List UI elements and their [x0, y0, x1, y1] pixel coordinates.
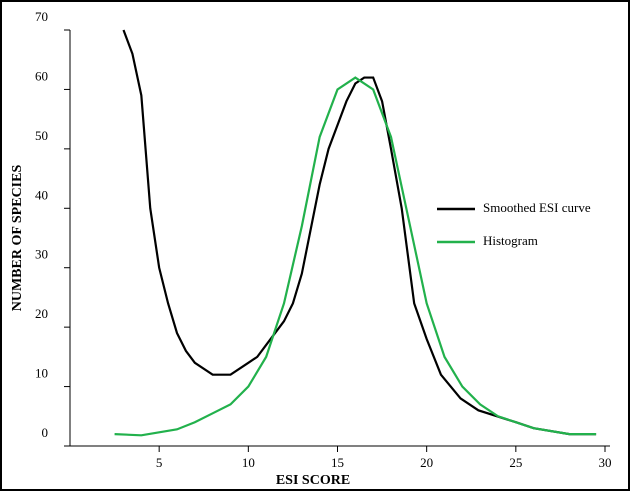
- y-tick-label: 30: [35, 247, 48, 262]
- x-tick-label: 25: [509, 455, 522, 470]
- legend-label: Smoothed ESI curve: [483, 200, 591, 215]
- x-tick-label: 5: [156, 455, 163, 470]
- x-axis-label: ESI SCORE: [276, 473, 350, 488]
- legend-label: Histogram: [483, 233, 538, 248]
- x-tick-label: 30: [599, 455, 612, 470]
- y-tick-label: 60: [35, 68, 48, 83]
- series-line: [114, 76, 597, 437]
- y-tick-label: 10: [35, 366, 48, 381]
- y-axis-label: NUMBER OF SPECIES: [10, 165, 25, 312]
- y-tick-label: 0: [42, 425, 49, 440]
- y-tick-label: 70: [35, 9, 48, 24]
- x-tick-label: 10: [242, 455, 255, 470]
- x-tick-label: 20: [420, 455, 433, 470]
- y-tick-label: 50: [35, 128, 48, 143]
- series-line: [122, 29, 597, 436]
- x-tick-label: 15: [331, 455, 344, 470]
- y-tick-label: 40: [35, 187, 48, 202]
- y-tick-label: 20: [35, 306, 48, 321]
